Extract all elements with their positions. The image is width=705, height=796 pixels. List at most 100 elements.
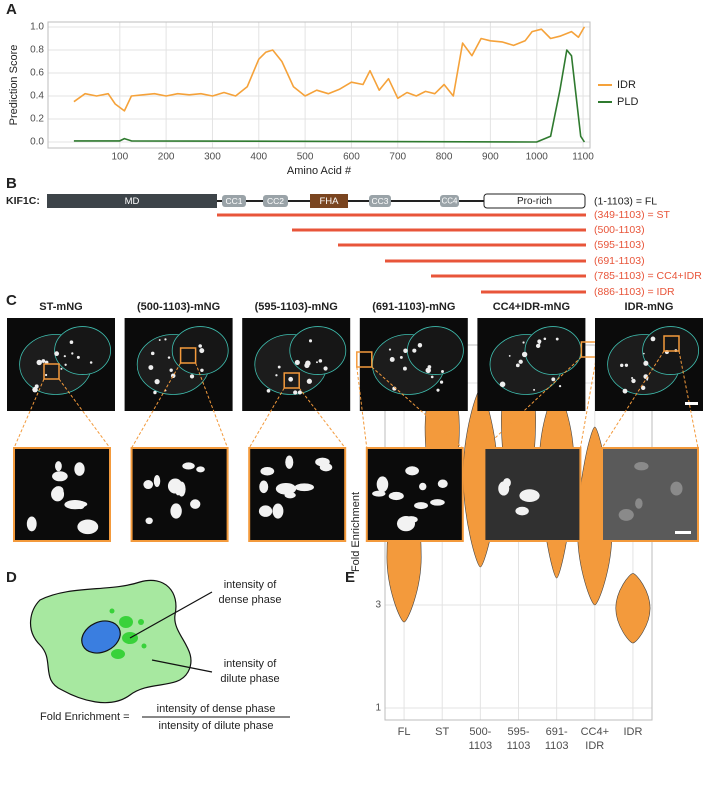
x-tick-label: 500 (297, 152, 314, 163)
puncta (170, 373, 176, 378)
zoom-puncta (177, 481, 186, 497)
domain-label: CC2 (267, 196, 284, 206)
zoom-box (283, 372, 300, 389)
zoom-line (579, 356, 597, 449)
puncta (277, 365, 281, 369)
zoom-image (248, 447, 347, 542)
dilute-label: dilute phase (220, 673, 279, 685)
zoom-puncta (275, 482, 297, 495)
puncta (650, 336, 656, 342)
zoom-line (58, 378, 111, 449)
puncta (555, 337, 559, 341)
domain (222, 195, 246, 207)
domain-label: CC3 (371, 196, 388, 206)
line-series (73, 26, 586, 112)
puncta (154, 379, 160, 385)
puncta (522, 341, 525, 344)
puncta (508, 354, 511, 357)
zoom-puncta (260, 467, 275, 476)
y-axis-title: Fold Enrichment (350, 492, 362, 572)
puncta (427, 365, 432, 369)
x-tick-label: 600 (343, 152, 360, 163)
puncta (71, 352, 74, 355)
x-tick-label: 1100 (572, 152, 594, 163)
construct-label: (691-1103) (594, 255, 645, 267)
zoom-puncta (284, 492, 296, 499)
x-tick-label: 700 (389, 152, 406, 163)
zoom-puncta (419, 482, 427, 491)
zoom-puncta (153, 474, 161, 487)
zoom-puncta (74, 462, 85, 476)
construct-label: (349-1103) = ST (594, 209, 671, 221)
puncta (403, 366, 407, 371)
zoom-line (678, 350, 699, 449)
puncta (620, 363, 624, 368)
y-tick-label: 3 (375, 600, 381, 611)
puncta (543, 337, 547, 341)
puncta (153, 390, 157, 395)
legend-label: PLD (617, 96, 638, 108)
construct-label: (500-1103) (594, 224, 645, 236)
x-tick-label: 200 (158, 152, 175, 163)
puncta (521, 351, 528, 358)
schematic: intensity of dense phase intensity of di… (30, 579, 290, 732)
micrograph (124, 318, 233, 542)
construct-label: (886-1103) = IDR (594, 286, 675, 298)
zoom-puncta (634, 462, 649, 471)
domain-label: MD (125, 196, 140, 207)
puncta (164, 338, 167, 341)
zoom-puncta (145, 517, 153, 525)
puncta (275, 374, 278, 377)
protein-name: KIF1C: (6, 195, 40, 207)
panel-label: B (6, 175, 17, 192)
domain (483, 193, 586, 209)
puncta (150, 351, 155, 356)
zoom-line (601, 350, 665, 449)
droplets (109, 608, 147, 659)
zoom-box (663, 335, 680, 352)
domain-label: CC4 (441, 197, 458, 206)
zoom-puncta (53, 486, 64, 495)
puncta (499, 381, 506, 388)
zoom-puncta (196, 466, 205, 473)
x-tick-label: FL (398, 726, 411, 738)
formula-lhs: Fold Enrichment = (40, 711, 130, 723)
zoom-puncta (170, 503, 182, 519)
puncta (293, 390, 298, 395)
puncta (316, 361, 318, 364)
puncta (288, 376, 294, 382)
zoom-puncta (670, 481, 683, 496)
panel-label: E (345, 569, 355, 586)
puncta (64, 363, 67, 366)
panel-label: D (6, 569, 17, 586)
puncta (167, 356, 171, 359)
zoom-puncta (143, 480, 154, 490)
pointer (151, 659, 213, 673)
micrograph (595, 318, 703, 542)
puncta (266, 388, 271, 393)
puncta (89, 361, 93, 364)
dilute-label: intensity of (224, 658, 278, 670)
puncta (306, 378, 312, 384)
puncta (63, 355, 66, 358)
puncta (54, 351, 60, 357)
puncta (425, 367, 431, 374)
y-tick-label: 0.0 (30, 137, 44, 148)
x-tick-label: 400 (250, 152, 267, 163)
micrograph-label: (500-1103)-mNG (137, 301, 220, 313)
puncta (622, 388, 628, 394)
zoom-puncta (52, 471, 68, 482)
micrograph-label: (595-1103)-mNG (255, 301, 338, 313)
zoom-puncta (272, 503, 284, 519)
scale-bar (685, 402, 698, 405)
x-tick-label: IDR (585, 740, 604, 752)
micrograph (477, 318, 598, 542)
puncta (537, 339, 542, 344)
puncta (515, 363, 520, 368)
panel-label: A (6, 1, 17, 18)
puncta (430, 375, 434, 379)
zoom-line (484, 356, 582, 449)
domain-label: FHA (320, 196, 340, 207)
puncta (436, 388, 440, 392)
